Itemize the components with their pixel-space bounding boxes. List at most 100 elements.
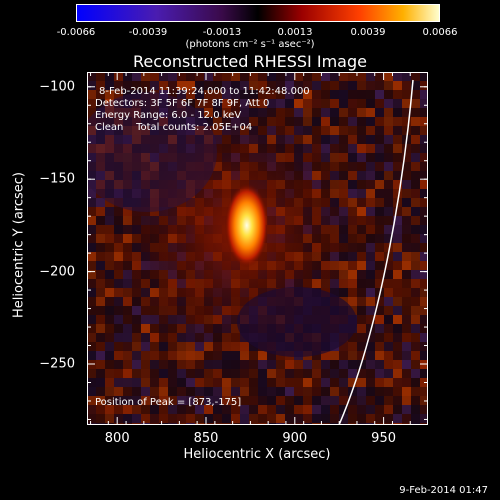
heatmap-cell [213, 99, 222, 108]
heatmap-cell [384, 261, 393, 270]
heatmap-cell [366, 72, 375, 81]
heatmap-cell [384, 396, 393, 405]
heatmap-cell [411, 117, 420, 126]
heatmap-cell [375, 234, 384, 243]
heatmap-cell [294, 72, 303, 81]
heatmap-cell [87, 81, 96, 90]
heatmap-cell [384, 90, 393, 99]
heatmap-cell [114, 333, 123, 342]
heatmap-cell [402, 90, 411, 99]
heatmap-cell [420, 333, 428, 342]
heatmap-cell [141, 324, 150, 333]
heatmap-cell [303, 369, 312, 378]
heatmap-cell [294, 360, 303, 369]
heatmap-cell [375, 306, 384, 315]
heatmap-cell [132, 315, 141, 324]
heatmap-cell [348, 135, 357, 144]
heatmap-cell [105, 234, 114, 243]
heatmap-cell [231, 81, 240, 90]
heatmap-cell [96, 279, 105, 288]
heatmap-cell [267, 378, 276, 387]
heatmap-cell [258, 387, 267, 396]
negative-region [237, 287, 357, 357]
heatmap-cell [393, 72, 402, 81]
heatmap-cell [339, 396, 348, 405]
heatmap-cell [168, 351, 177, 360]
heatmap-cell [141, 396, 150, 405]
heatmap-cell [411, 171, 420, 180]
heatmap-cell [132, 414, 141, 423]
heatmap-cell [321, 405, 330, 414]
heatmap-cell [87, 108, 96, 117]
heatmap-cell [96, 369, 105, 378]
heatmap-cell [294, 378, 303, 387]
heatmap-cell [357, 180, 366, 189]
heatmap-cell [330, 126, 339, 135]
heatmap-cell [330, 99, 339, 108]
heatmap-cell [420, 216, 428, 225]
heatmap-cell [276, 72, 285, 81]
heatmap-cell [384, 117, 393, 126]
heatmap-cell [411, 207, 420, 216]
heatmap-cell [114, 396, 123, 405]
heatmap-cell [366, 414, 375, 423]
heatmap-cell [420, 234, 428, 243]
y-tick-label: −150 [39, 171, 75, 187]
heatmap-cell [375, 171, 384, 180]
heatmap-cell [213, 387, 222, 396]
heatmap-cell [132, 351, 141, 360]
heatmap-cell [411, 297, 420, 306]
heatmap-cell [375, 333, 384, 342]
heatmap-cell [267, 99, 276, 108]
heatmap-cell [258, 99, 267, 108]
heatmap-cell [384, 324, 393, 333]
heatmap-cell [393, 171, 402, 180]
heatmap-cell [366, 108, 375, 117]
heatmap-cell [186, 99, 195, 108]
heatmap-cell [393, 144, 402, 153]
heatmap-cell [375, 378, 384, 387]
heatmap-cell [150, 369, 159, 378]
heatmap-cell [339, 117, 348, 126]
heatmap-cell [159, 333, 168, 342]
colorbar-tick-label: 0.0066 [422, 27, 458, 38]
heatmap-cell [276, 396, 285, 405]
heatmap-cell [105, 297, 114, 306]
heatmap-cell [393, 288, 402, 297]
heatmap-cell [366, 351, 375, 360]
heatmap-cell [393, 315, 402, 324]
heatmap-cell [393, 180, 402, 189]
heatmap-cell [420, 342, 428, 351]
heatmap-cell [411, 369, 420, 378]
heatmap-cell [420, 189, 428, 198]
heatmap-cell [357, 315, 366, 324]
heatmap-cell [132, 387, 141, 396]
heatmap-cell [339, 162, 348, 171]
heatmap-cell [384, 198, 393, 207]
heatmap-cell [303, 378, 312, 387]
heatmap-cell [375, 279, 384, 288]
heatmap-cell [96, 252, 105, 261]
x-axis-label: Heliocentric X (arcsec) [183, 447, 331, 462]
heatmap-cell [366, 81, 375, 90]
heatmap-cell [168, 369, 177, 378]
heatmap-cell [375, 216, 384, 225]
heatmap-cell [168, 405, 177, 414]
heatmap-cell [348, 99, 357, 108]
heatmap-cell [276, 99, 285, 108]
heatmap-cell [357, 72, 366, 81]
heatmap-cell [312, 387, 321, 396]
heatmap-cell [420, 81, 428, 90]
heatmap-cell [375, 315, 384, 324]
heatmap-cell [375, 261, 384, 270]
heatmap-cell [411, 126, 420, 135]
heatmap-cell [105, 243, 114, 252]
heatmap-cell [312, 414, 321, 423]
heatmap-cell [312, 72, 321, 81]
heatmap-cell [357, 261, 366, 270]
heatmap-cell [348, 333, 357, 342]
heatmap-cell [267, 369, 276, 378]
heatmap-cell [384, 279, 393, 288]
heatmap-cell [285, 99, 294, 108]
heatmap-cell [366, 135, 375, 144]
